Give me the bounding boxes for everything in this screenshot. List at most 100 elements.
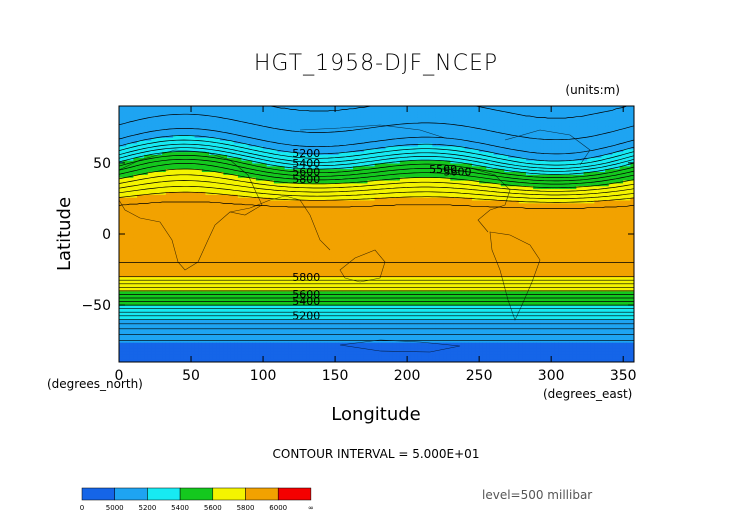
contour-cell	[212, 231, 217, 235]
contour-cell	[194, 125, 199, 130]
contour-cell	[299, 262, 304, 266]
contour-cell	[281, 350, 286, 355]
contour-cell	[173, 108, 178, 113]
contour-cell	[230, 111, 235, 116]
contour-cell	[119, 222, 124, 227]
contour-cell	[230, 114, 235, 118]
contour-cell	[122, 214, 127, 218]
contour-cell	[219, 208, 225, 212]
contour-cell	[169, 265, 174, 269]
contour-cell	[201, 325, 207, 329]
contour-cell	[194, 214, 199, 218]
contour-cell	[230, 307, 235, 312]
contour-cell	[216, 305, 221, 309]
contour-cell	[212, 185, 217, 190]
contour-cell	[234, 114, 239, 118]
contour-cell	[180, 154, 185, 158]
contour-cell	[140, 128, 145, 133]
contour-cell	[191, 262, 196, 266]
contour-cell	[245, 162, 250, 167]
contour-cell	[191, 316, 196, 320]
contour-cell	[245, 327, 250, 332]
contour-cell	[237, 356, 243, 360]
contour-cell	[129, 148, 134, 153]
contour-cell	[288, 234, 293, 238]
contour-cell	[234, 157, 239, 161]
contour-cell	[270, 327, 275, 332]
contour-cell	[144, 305, 149, 309]
contour-cell	[248, 165, 253, 170]
contour-cell	[237, 111, 243, 116]
contour-cell	[119, 120, 124, 124]
contour-cell	[302, 242, 307, 246]
contour-cell	[277, 137, 282, 141]
contour-cell	[299, 270, 304, 275]
contour-cell	[223, 123, 228, 127]
contour-cell	[209, 305, 214, 309]
contour-cell	[313, 325, 318, 329]
contour-cell	[284, 214, 289, 218]
contour-cell	[173, 242, 178, 246]
contour-cell	[306, 305, 311, 309]
contour-cell	[223, 188, 228, 192]
contour-cell	[216, 134, 221, 138]
contour-cell	[126, 325, 131, 329]
contour-cell	[165, 359, 171, 362]
contour-cell	[237, 157, 243, 161]
contour-cell	[273, 191, 279, 195]
contour-cell	[205, 270, 210, 275]
contour-cell	[133, 222, 138, 227]
contour-cell	[180, 191, 185, 195]
contour-cell	[248, 202, 253, 207]
contour-cell	[302, 256, 307, 261]
contour-cell	[284, 188, 289, 192]
contour-cell	[288, 256, 293, 261]
contour-cell	[151, 228, 156, 232]
contour-cell	[133, 120, 138, 124]
contour-cell	[219, 350, 225, 355]
contour-cell	[266, 359, 271, 362]
contour-cell	[216, 194, 221, 198]
contour-cell	[277, 253, 282, 258]
contour-cell	[158, 117, 163, 121]
contour-cell	[176, 194, 181, 198]
contour-cell	[313, 128, 318, 133]
contour-cell	[216, 108, 221, 113]
contour-cell	[119, 325, 124, 329]
contour-cell	[248, 242, 253, 246]
contour-cell	[194, 316, 199, 320]
contour-cell	[259, 236, 264, 241]
contour-cell	[309, 234, 315, 238]
contour-cell	[237, 214, 243, 218]
contour-cell	[126, 151, 131, 155]
contour-cell	[205, 208, 210, 212]
contour-cell	[137, 123, 142, 127]
contour-cell	[122, 117, 127, 121]
contour-cell	[126, 117, 131, 121]
contour-cell	[266, 259, 271, 264]
contour-cell	[270, 219, 275, 224]
contour-cell	[230, 262, 235, 266]
contour-cell	[122, 194, 127, 198]
contour-cell	[281, 236, 286, 241]
contour-cell	[201, 106, 207, 110]
contour-cell	[198, 256, 203, 261]
contour-cell	[223, 211, 228, 215]
contour-cell	[212, 179, 217, 184]
contour-cell	[277, 251, 282, 255]
contour-cell	[255, 276, 261, 281]
contour-cell	[234, 208, 239, 212]
contour-cell	[245, 325, 250, 329]
contour-cell	[201, 236, 207, 241]
contour-cell	[126, 219, 131, 224]
contour-cell	[169, 245, 174, 249]
contour-cell	[237, 199, 243, 204]
contour-cell	[309, 268, 315, 272]
contour-cell	[205, 288, 210, 292]
contour-cell	[205, 199, 210, 204]
contour-cell	[281, 154, 286, 158]
contour-cell	[191, 197, 196, 201]
contour-cell	[223, 182, 228, 187]
contour-cell	[317, 285, 322, 289]
contour-cell	[137, 171, 142, 175]
